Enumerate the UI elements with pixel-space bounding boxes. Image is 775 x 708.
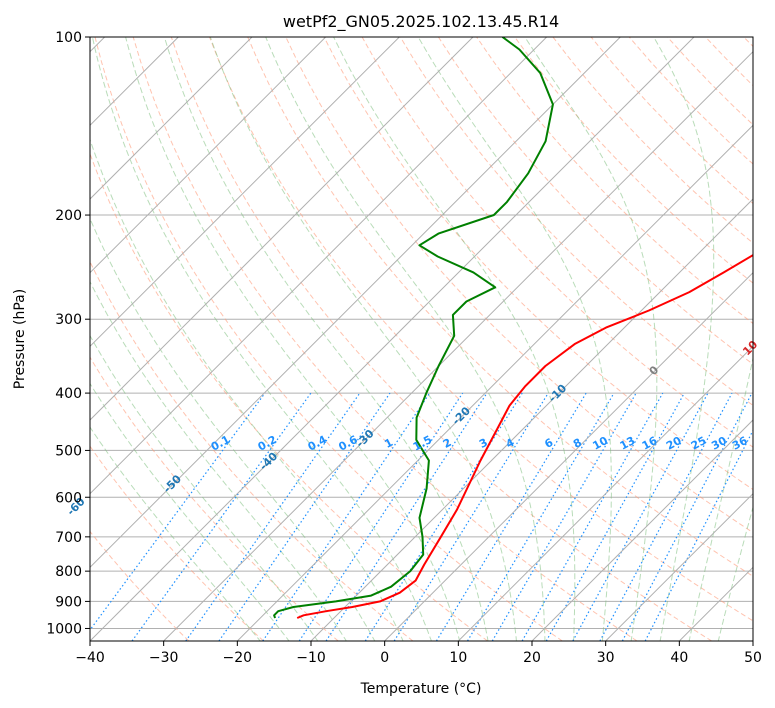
axes: −40 −30 −20 −10 0 10 20 30 40 50 100 200 300 400 500 60… xyxy=(46,30,762,666)
mixing-ratio-line xyxy=(545,392,685,641)
isotherm-line xyxy=(531,419,753,641)
isotherm-line xyxy=(90,37,400,348)
moist-adiabat-line xyxy=(90,217,376,641)
isotherm-line xyxy=(457,345,753,641)
y-tick-label: 400 xyxy=(55,386,82,402)
moist-adiabats xyxy=(90,37,753,641)
mixing-ratio-label: 20 xyxy=(664,434,684,453)
isotherm-line xyxy=(90,37,621,569)
dry-adiabat-line xyxy=(132,37,638,641)
mixing-ratio-line xyxy=(90,392,266,631)
y-tick-label: 800 xyxy=(55,564,82,580)
moist-adiabat-line xyxy=(90,280,347,641)
moist-adiabat-line xyxy=(125,37,461,641)
dry-adiabat-line xyxy=(90,152,488,641)
y-tick-label: 600 xyxy=(55,490,82,506)
x-tick-label: 10 xyxy=(449,650,467,666)
mixing-ratio-label: 30 xyxy=(709,434,729,453)
dry-adiabat-line xyxy=(90,530,190,641)
dry-adiabat-line xyxy=(437,37,753,365)
dry-adiabat-line xyxy=(90,445,264,641)
dry-adiabat-line xyxy=(247,37,753,577)
mixing-ratio-line xyxy=(435,392,587,641)
x-tick-label: 50 xyxy=(744,650,762,666)
profile-series xyxy=(273,37,753,619)
moist-adiabat-line xyxy=(90,334,319,641)
moist-adiabat-line xyxy=(163,37,489,641)
isotherm-line xyxy=(605,492,753,641)
mixing-ratio-label: 36 xyxy=(730,434,750,453)
y-tick-label: 200 xyxy=(55,208,82,224)
y-tick-label: 900 xyxy=(55,594,82,610)
x-tick-label: −40 xyxy=(75,650,105,666)
y-tick-label: 500 xyxy=(55,443,82,459)
x-tick-label: 40 xyxy=(670,650,688,666)
x-tick-label: −30 xyxy=(149,650,179,666)
isotherm-line xyxy=(90,37,327,274)
isotherm-line xyxy=(163,50,753,641)
mixing-ratio-label: 10 xyxy=(590,434,610,453)
dry-adiabat-line xyxy=(170,37,712,641)
chart-title: wetPf2_GN05.2025.102.13.45.R14 xyxy=(283,12,559,32)
x-tick-label: 0 xyxy=(380,650,389,666)
x-tick-label: 20 xyxy=(523,650,541,666)
isotherm-line xyxy=(310,198,753,641)
mixing-ratio-label: 13 xyxy=(618,434,638,453)
mixing-ratio-line xyxy=(185,392,361,641)
dewpoint-profile-line xyxy=(273,37,554,619)
moist-adiabat-line xyxy=(90,426,261,641)
moist-adiabat-line xyxy=(653,37,715,641)
isotherm-line xyxy=(90,37,548,495)
y-tick-label: 700 xyxy=(55,530,82,546)
x-tick-label: −10 xyxy=(296,650,326,666)
isotherm-line xyxy=(90,37,253,200)
mixing-ratio-line xyxy=(644,429,753,641)
y-axis-label: Pressure (hPa) xyxy=(12,289,28,389)
y-tick-label: 100 xyxy=(55,30,82,46)
mixing-ratio-line xyxy=(572,392,709,641)
dry-adiabat-line xyxy=(94,37,563,641)
mixing-ratio-label: 25 xyxy=(689,434,709,453)
isotherms xyxy=(90,37,753,641)
x-tick-label: −20 xyxy=(223,650,253,666)
x-tick-label: 30 xyxy=(597,650,615,666)
mixing-ratio-line xyxy=(364,392,523,641)
y-tick-label: 300 xyxy=(55,312,82,328)
dry-adiabat-line xyxy=(323,37,753,491)
dry-adiabat-line xyxy=(514,37,753,284)
moist-adiabat-line xyxy=(265,37,546,641)
mixing-ratio-line xyxy=(131,392,312,641)
plot-frame xyxy=(89,36,754,642)
dry-adiabat-line xyxy=(399,37,753,407)
mixing-ratio-line xyxy=(599,392,733,641)
moist-adiabat-line xyxy=(524,37,658,641)
moist-adiabat-line xyxy=(209,37,518,641)
moist-adiabat-line xyxy=(90,382,290,641)
isotherm-line xyxy=(90,37,695,641)
isotherm-line xyxy=(236,124,753,641)
x-axis-label: Temperature (°C) xyxy=(360,681,482,697)
mixing-ratio-line xyxy=(298,392,464,641)
moist-adiabat-line xyxy=(91,37,432,641)
plot-background xyxy=(90,37,753,641)
dry-adiabat-line xyxy=(90,356,339,641)
mixing-ratio-line xyxy=(393,392,549,641)
y-tick-label: 1000 xyxy=(46,621,82,637)
mixing-ratio-label: 16 xyxy=(640,434,660,453)
mixing-ratio-line xyxy=(262,392,431,641)
mixing-ratio-line xyxy=(621,392,753,641)
isotherm-line xyxy=(90,37,474,421)
moist-adiabat-line xyxy=(333,37,576,641)
temperature-profile-line xyxy=(296,253,753,619)
isotherm-line xyxy=(384,271,753,641)
